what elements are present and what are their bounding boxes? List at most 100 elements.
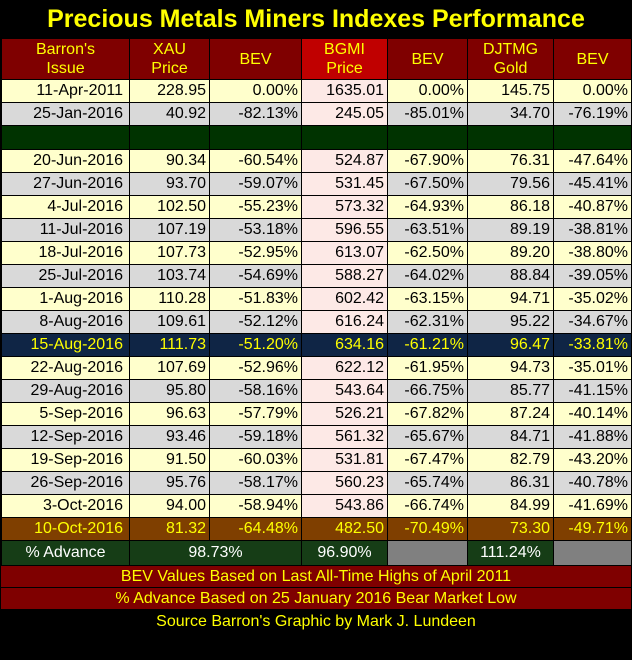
value-cell: -67.90% <box>387 149 468 173</box>
value-cell: -62.50% <box>387 241 468 265</box>
value-cell: 94.73 <box>467 356 554 380</box>
table-row: 11-Apr-2011 228.95 0.00% 1635.01 0.00% 145.75… <box>1 79 632 103</box>
source-credit: Source Barron's Graphic by Mark J. Lunde… <box>1 610 631 634</box>
value-cell: 95.80 <box>129 379 210 403</box>
value-cell: 228.95 <box>129 79 210 103</box>
table-row: 29-Aug-2016 95.80 -58.16% 543.64 -66.75% 85.7… <box>1 379 632 403</box>
value-cell: -53.18% <box>209 218 302 242</box>
value-cell: -58.16% <box>209 379 302 403</box>
value-cell: -49.71% <box>553 517 632 541</box>
issue-date-cell: 1-Aug-2016 <box>1 287 130 311</box>
issue-date-cell: 19-Sep-2016 <box>1 448 130 472</box>
table-row: 3-Oct-2016 94.00 -58.94% 543.86 -66.74% 84.99… <box>1 494 632 518</box>
issue-date-cell: 25-Jul-2016 <box>1 264 130 288</box>
value-cell: 84.71 <box>467 425 554 449</box>
header-line: XAU <box>153 41 186 58</box>
table-row: 27-Jun-2016 93.70 -59.07% 531.45 -67.50% 79.5… <box>1 172 632 196</box>
value-cell: 90.34 <box>129 149 210 173</box>
value-cell: 588.27 <box>301 264 388 288</box>
value-cell: 526.21 <box>301 402 388 426</box>
value-cell: -60.54% <box>209 149 302 173</box>
advance-xau: 98.73% <box>129 540 302 566</box>
value-cell: 110.28 <box>129 287 210 311</box>
header-line: BEV <box>239 50 272 68</box>
value-cell: -33.81% <box>553 333 632 357</box>
issue-date-cell: 29-Aug-2016 <box>1 379 130 403</box>
issue-date-cell: 11-Apr-2011 <box>1 79 130 103</box>
value-cell: 82.79 <box>467 448 554 472</box>
value-cell: 107.69 <box>129 356 210 380</box>
value-cell: -70.49% <box>387 517 468 541</box>
table-row: 11-Jul-2016 107.19 -53.18% 596.55 -63.51% 89.… <box>1 218 632 242</box>
table-row: 15-Aug-2016 111.73 -51.20% 634.16 -61.21% 96.… <box>1 333 632 357</box>
value-cell: -85.01% <box>387 102 468 126</box>
table-row: 22-Aug-2016 107.69 -52.96% 622.12 -61.95% 94.… <box>1 356 632 380</box>
value-cell: -40.87% <box>553 195 632 219</box>
value-cell: -61.21% <box>387 333 468 357</box>
issue-date-cell <box>1 125 130 150</box>
value-cell: 95.22 <box>467 310 554 334</box>
value-cell: -41.15% <box>553 379 632 403</box>
table-row: 1-Aug-2016 110.28 -51.83% 602.42 -63.15% 94.7… <box>1 287 632 311</box>
header-cell: Barron's Issue <box>1 38 130 80</box>
header-cell: BEV <box>553 38 632 80</box>
value-cell: 613.07 <box>301 241 388 265</box>
issue-date-cell: 10-Oct-2016 <box>1 517 130 541</box>
issue-date-cell: 5-Sep-2016 <box>1 402 130 426</box>
value-cell: 616.24 <box>301 310 388 334</box>
value-cell: -63.51% <box>387 218 468 242</box>
value-cell: -61.95% <box>387 356 468 380</box>
header-line: Barron's <box>35 41 96 58</box>
value-cell: 40.92 <box>129 102 210 126</box>
value-cell <box>387 125 468 150</box>
value-cell: -58.17% <box>209 471 302 495</box>
table-row: 8-Aug-2016 109.61 -52.12% 616.24 -62.31% 95.2… <box>1 310 632 334</box>
value-cell: 111.73 <box>129 333 210 357</box>
value-cell: 93.46 <box>129 425 210 449</box>
value-cell: 96.47 <box>467 333 554 357</box>
value-cell: -64.02% <box>387 264 468 288</box>
issue-date-cell: 11-Jul-2016 <box>1 218 130 242</box>
value-cell: 79.56 <box>467 172 554 196</box>
value-cell: 34.70 <box>467 102 554 126</box>
value-cell: 543.64 <box>301 379 388 403</box>
value-cell: 531.45 <box>301 172 388 196</box>
value-cell: 94.71 <box>467 287 554 311</box>
value-cell: 560.23 <box>301 471 388 495</box>
header-line: BEV <box>576 50 609 68</box>
issue-date-cell: 15-Aug-2016 <box>1 333 130 357</box>
value-cell: 107.73 <box>129 241 210 265</box>
value-cell <box>553 125 632 150</box>
value-cell: 573.32 <box>301 195 388 219</box>
issue-date-cell: 18-Jul-2016 <box>1 241 130 265</box>
value-cell: 96.63 <box>129 402 210 426</box>
value-cell: -82.13% <box>209 102 302 126</box>
value-cell: -38.81% <box>553 218 632 242</box>
header-cell: DJTMG Gold <box>467 38 554 80</box>
page-title: Precious Metals Miners Indexes Performan… <box>47 5 585 33</box>
value-cell: -52.12% <box>209 310 302 334</box>
value-cell: 107.19 <box>129 218 210 242</box>
value-cell: -35.01% <box>553 356 632 380</box>
value-cell: 109.61 <box>129 310 210 334</box>
value-cell: 73.30 <box>467 517 554 541</box>
value-cell: 602.42 <box>301 287 388 311</box>
value-cell: 622.12 <box>301 356 388 380</box>
issue-date-cell: 12-Sep-2016 <box>1 425 130 449</box>
value-cell: 86.31 <box>467 471 554 495</box>
value-cell: 245.05 <box>301 102 388 126</box>
advance-blank-2 <box>553 540 632 566</box>
issue-date-cell: 22-Aug-2016 <box>1 356 130 380</box>
value-cell: 543.86 <box>301 494 388 518</box>
value-cell: -51.83% <box>209 287 302 311</box>
value-cell: -43.20% <box>553 448 632 472</box>
footer-note-bev: BEV Values Based on Last All-Time Highs … <box>1 566 631 588</box>
value-cell: -62.31% <box>387 310 468 334</box>
value-cell: -66.74% <box>387 494 468 518</box>
value-cell <box>467 125 554 150</box>
issue-date-cell: 25-Jan-2016 <box>1 102 130 126</box>
value-cell: -58.94% <box>209 494 302 518</box>
value-cell: 85.77 <box>467 379 554 403</box>
table-row: 25-Jul-2016 103.74 -54.69% 588.27 -64.02% 88.… <box>1 264 632 288</box>
value-cell: -63.15% <box>387 287 468 311</box>
